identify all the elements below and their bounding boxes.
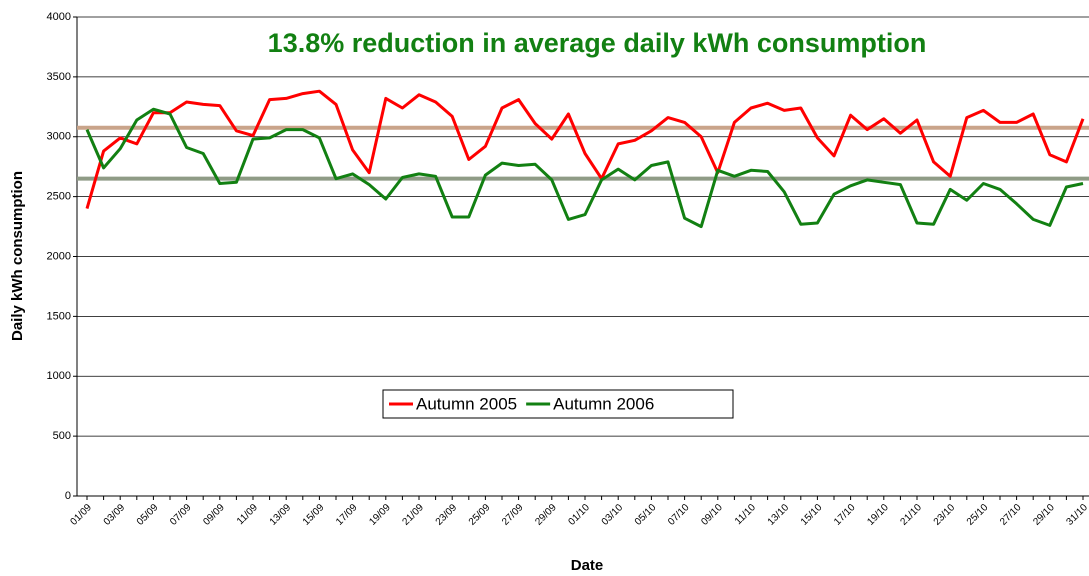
x-tick-label: 15/10 [799,502,825,528]
y-tick-label: 0 [65,490,71,502]
x-tick-label: 27/10 [998,502,1024,528]
x-tick-label: 23/10 [932,502,958,528]
x-tick-label: 21/09 [401,502,427,528]
y-tick-label: 1000 [47,370,71,382]
x-tick-label: 25/09 [467,502,493,528]
x-tick-label: 09/10 [699,502,725,528]
chart-title: 13.8% reduction in average daily kWh con… [268,28,927,58]
x-tick-label: 17/09 [334,502,360,528]
x-tick-label: 11/10 [733,502,758,527]
x-tick-label: 03/10 [600,502,626,528]
x-tick-label: 05/09 [135,502,161,528]
y-axis-label: Daily kWh consumption [9,171,26,341]
x-tick-label: 01/09 [69,502,95,528]
x-tick-label: 09/09 [201,502,227,528]
x-tick-label: 19/09 [367,502,393,528]
x-tick-label: 19/10 [865,502,891,528]
x-tick-label: 29/09 [533,502,559,528]
y-tick-label: 3000 [47,131,71,143]
x-tick-label: 13/10 [766,502,792,528]
x-tick-label: 21/10 [899,502,925,528]
y-tick-label: 500 [53,430,71,442]
y-tick-label: 4000 [47,11,71,23]
series-line [85,107,1084,229]
legend-label: Autumn 2005 [416,394,517,413]
x-tick-label: 01/10 [567,502,593,528]
y-tick-label: 3500 [47,71,71,83]
x-tick-label: 27/09 [500,502,526,528]
x-tick-label: 17/10 [832,502,858,528]
x-tick-label: 07/09 [168,502,194,528]
x-tick-label: 23/09 [434,502,460,528]
y-tick-label: 1500 [47,310,71,322]
x-tick-label: 15/09 [301,502,327,528]
legend: Autumn 2005 Autumn 2006 [382,389,734,419]
y-tick-label: 2500 [47,191,71,203]
x-tick-label: 11/09 [235,502,260,527]
x-tick-label: 05/10 [633,502,659,528]
x-tick-label: 31/10 [1065,502,1089,528]
x-tick-label: 25/10 [965,502,991,528]
x-tick-label: 29/10 [1031,502,1057,528]
series-line [85,89,1085,210]
y-tick-label: 2000 [47,250,71,262]
x-tick-label: 03/09 [102,502,128,528]
legend-box [382,389,734,419]
legend-label: Autumn 2006 [553,394,654,413]
x-axis-label: Date [571,557,604,574]
x-tick-label: 13/09 [268,502,294,528]
x-tick-label: 07/10 [666,502,692,528]
